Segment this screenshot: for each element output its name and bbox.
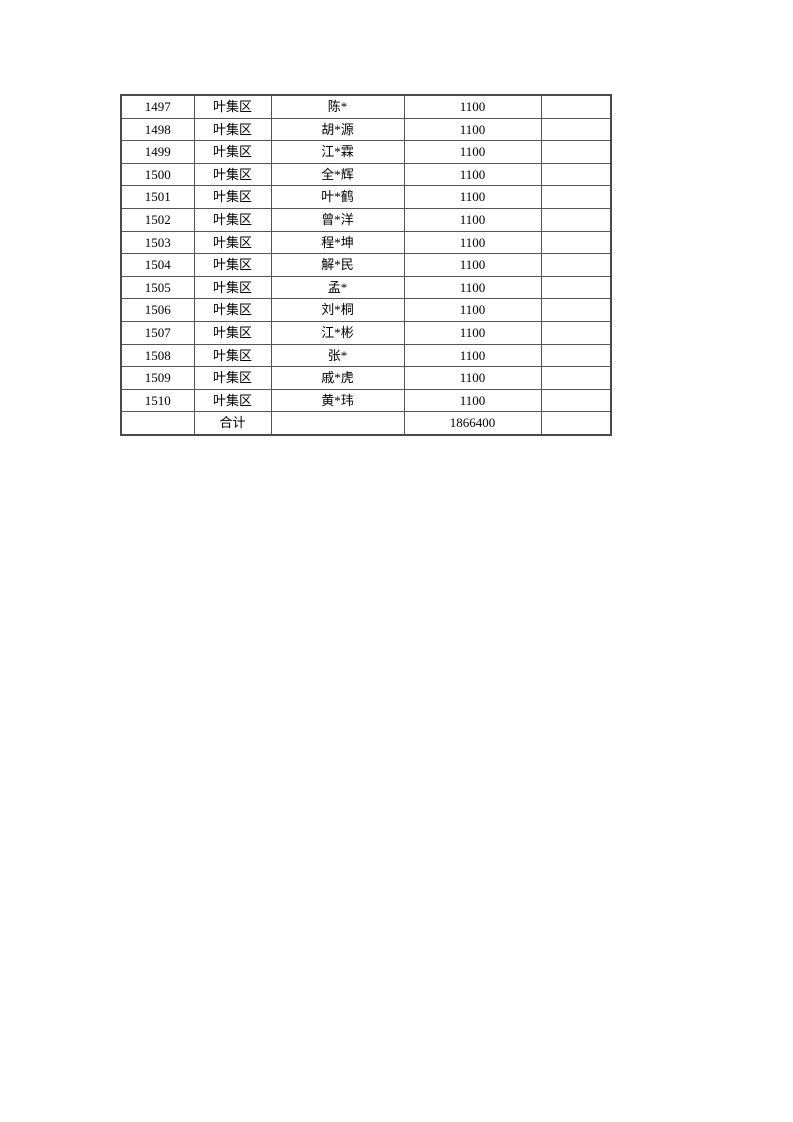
note-cell [540, 207, 612, 232]
district-cell: 叶集区 [193, 94, 272, 119]
table-row: 1507 叶集区 江*彬 1100 [120, 320, 612, 345]
row-number-cell: 1506 [120, 298, 195, 322]
amount-cell: 1100 [403, 207, 542, 232]
district-cell: 叶集区 [193, 230, 272, 255]
name-cell: 全*辉 [270, 162, 405, 187]
district-cell: 叶集区 [193, 117, 272, 142]
table-row: 1499 叶集区 江*霖 1100 [120, 140, 612, 164]
amount-cell: 1100 [403, 94, 542, 119]
total-label-cell: 合计 [193, 411, 272, 436]
district-cell: 叶集区 [193, 253, 272, 277]
note-cell [540, 275, 612, 300]
row-number-cell: 1498 [120, 117, 195, 142]
row-number-cell: 1508 [120, 343, 195, 368]
row-number-cell: 1510 [120, 388, 195, 413]
row-number-cell: 1503 [120, 230, 195, 255]
table-row: 1510 叶集区 黄*玮 1100 [120, 388, 612, 413]
name-cell: 程*坤 [270, 230, 405, 255]
note-cell [540, 320, 612, 345]
row-number-cell: 1499 [120, 140, 195, 164]
note-cell [540, 117, 612, 142]
name-cell: 孟* [270, 275, 405, 300]
note-cell [540, 162, 612, 187]
total-spacer-cell [270, 411, 405, 436]
name-cell: 叶*鹤 [270, 185, 405, 209]
district-cell: 叶集区 [193, 343, 272, 368]
row-number-cell: 1502 [120, 207, 195, 232]
table-row: 1508 叶集区 张* 1100 [120, 343, 612, 368]
table-row: 1503 叶集区 程*坤 1100 [120, 230, 612, 255]
district-cell: 叶集区 [193, 162, 272, 187]
note-cell [540, 253, 612, 277]
note-cell [540, 94, 612, 119]
amount-cell: 1100 [403, 320, 542, 345]
name-cell: 江*彬 [270, 320, 405, 345]
table-row: 1502 叶集区 曾*洋 1100 [120, 207, 612, 232]
amount-cell: 1100 [403, 366, 542, 390]
table-row: 1501 叶集区 叶*鹤 1100 [120, 185, 612, 209]
row-number-cell: 1504 [120, 253, 195, 277]
table-row: 1500 叶集区 全*辉 1100 [120, 162, 612, 187]
payment-list-table: 1497 叶集区 陈* 1100 1498 叶集区 胡*源 1100 1499 … [120, 94, 612, 436]
total-empty-cell [120, 411, 195, 436]
note-cell [540, 140, 612, 164]
name-cell: 曾*洋 [270, 207, 405, 232]
table-row: 1506 叶集区 刘*桐 1100 [120, 298, 612, 322]
district-cell: 叶集区 [193, 366, 272, 390]
note-cell [540, 185, 612, 209]
name-cell: 江*霖 [270, 140, 405, 164]
row-number-cell: 1507 [120, 320, 195, 345]
district-cell: 叶集区 [193, 207, 272, 232]
note-cell [540, 230, 612, 255]
note-cell [540, 343, 612, 368]
district-cell: 叶集区 [193, 140, 272, 164]
table-row: 1505 叶集区 孟* 1100 [120, 275, 612, 300]
table-row: 1504 叶集区 解*民 1100 [120, 253, 612, 277]
row-number-cell: 1501 [120, 185, 195, 209]
amount-cell: 1100 [403, 298, 542, 322]
name-cell: 戚*虎 [270, 366, 405, 390]
amount-cell: 1100 [403, 343, 542, 368]
amount-cell: 1100 [403, 253, 542, 277]
district-cell: 叶集区 [193, 388, 272, 413]
amount-cell: 1100 [403, 162, 542, 187]
district-cell: 叶集区 [193, 185, 272, 209]
amount-cell: 1100 [403, 388, 542, 413]
name-cell: 胡*源 [270, 117, 405, 142]
row-number-cell: 1509 [120, 366, 195, 390]
name-cell: 黄*玮 [270, 388, 405, 413]
note-cell [540, 298, 612, 322]
district-cell: 叶集区 [193, 298, 272, 322]
amount-cell: 1100 [403, 185, 542, 209]
name-cell: 解*民 [270, 253, 405, 277]
note-cell [540, 411, 612, 436]
amount-cell: 1100 [403, 140, 542, 164]
total-row: 合计 1866400 [120, 411, 612, 436]
row-number-cell: 1497 [120, 94, 195, 119]
table-row: 1498 叶集区 胡*源 1100 [120, 117, 612, 142]
total-amount-cell: 1866400 [403, 411, 542, 436]
table-row: 1497 叶集区 陈* 1100 [120, 94, 612, 119]
row-number-cell: 1505 [120, 275, 195, 300]
amount-cell: 1100 [403, 230, 542, 255]
name-cell: 刘*桐 [270, 298, 405, 322]
amount-cell: 1100 [403, 117, 542, 142]
name-cell: 张* [270, 343, 405, 368]
note-cell [540, 366, 612, 390]
district-cell: 叶集区 [193, 275, 272, 300]
amount-cell: 1100 [403, 275, 542, 300]
note-cell [540, 388, 612, 413]
name-cell: 陈* [270, 94, 405, 119]
district-cell: 叶集区 [193, 320, 272, 345]
table-row: 1509 叶集区 戚*虎 1100 [120, 366, 612, 390]
row-number-cell: 1500 [120, 162, 195, 187]
